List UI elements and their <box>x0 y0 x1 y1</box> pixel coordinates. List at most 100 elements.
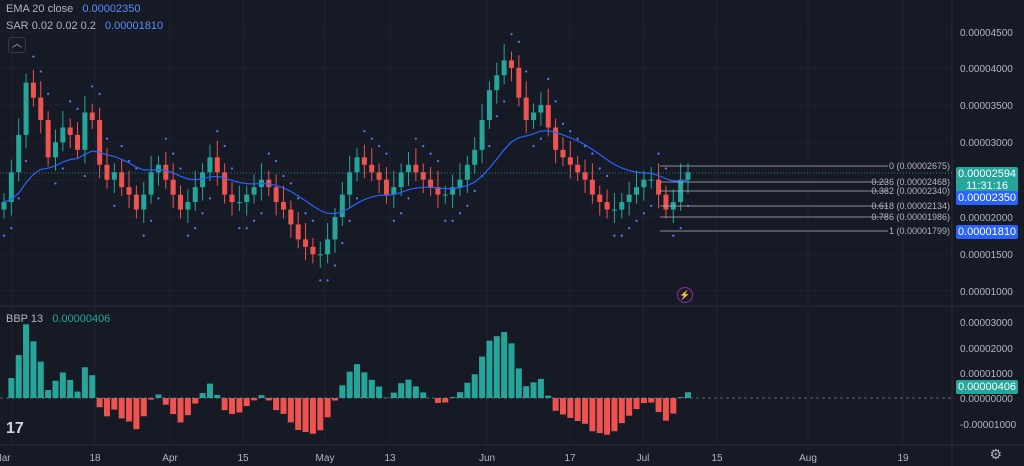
candle-body <box>104 164 110 180</box>
fib-level-label: 0 (0.00002675) <box>889 161 950 171</box>
ema-legend[interactable]: EMA 20 close 0.00002350 <box>6 3 140 15</box>
bbp-bar <box>662 398 669 421</box>
candle-body <box>23 82 29 135</box>
bbp-legend[interactable]: BBP 13 0.00000406 <box>6 313 110 325</box>
sar-dot <box>370 137 373 140</box>
sar-dot <box>83 174 87 178</box>
bbp-bar <box>530 382 537 398</box>
last-price-tag: 0.00002594 11:31:16 <box>956 167 1018 193</box>
price-tick-label: 0.00004000 <box>960 64 1013 75</box>
collapse-legend-button[interactable]: ︿ <box>8 37 26 53</box>
bbp-bar <box>45 389 52 398</box>
candle-body <box>597 194 603 203</box>
bbp-bar <box>545 395 552 398</box>
sar-dot <box>598 167 601 170</box>
sar-legend[interactable]: SAR 0.02 0.02 0.2 0.00001810 <box>6 20 163 32</box>
bbp-bar <box>368 379 375 398</box>
candle-body <box>192 187 198 203</box>
candle-body <box>685 172 691 180</box>
bbp-bar <box>170 398 177 415</box>
price-tick-label: 0.00003500 <box>960 101 1013 112</box>
time-axis-label: Aug <box>799 453 817 464</box>
candle-body <box>119 172 125 188</box>
sar-dot <box>444 219 447 222</box>
sar-dot <box>326 279 329 282</box>
bbp-bar <box>486 340 493 398</box>
sar-dot <box>672 234 675 237</box>
sar-dot <box>613 234 616 237</box>
candle-body <box>141 194 147 210</box>
candle-body <box>8 172 14 203</box>
last-price: 0.00002594 <box>957 168 1017 180</box>
ema-value: 0.00002350 <box>82 3 141 15</box>
candle-body <box>236 202 242 204</box>
bbp-bar <box>508 343 515 398</box>
candle-body <box>339 194 345 217</box>
bbp-tick-label: 0.00001000 <box>960 369 1013 380</box>
sar-dot <box>311 219 315 222</box>
bbp-bar <box>464 382 471 398</box>
sar-dot <box>113 204 116 207</box>
bbp-bar <box>59 372 66 398</box>
ema-name: EMA <box>6 3 30 15</box>
sar-dot <box>186 234 189 237</box>
candle-body <box>383 179 389 195</box>
candle-body <box>641 179 647 188</box>
sar-dot <box>532 145 535 148</box>
candle-body <box>325 239 331 255</box>
sar-dot <box>525 70 528 73</box>
candle-body <box>67 127 73 135</box>
sar-dot <box>289 182 292 185</box>
sar-dot <box>451 219 454 222</box>
bbp-bar <box>611 398 618 432</box>
tradingview-logo-icon[interactable]: 17 <box>6 420 24 437</box>
sar-dot <box>230 167 234 170</box>
bbp-bar <box>273 398 280 411</box>
candle-body <box>317 254 323 256</box>
bbp-bar <box>148 398 155 400</box>
bbp-bar <box>15 355 22 398</box>
bbp-bar <box>258 395 265 398</box>
candle-body <box>494 75 500 91</box>
sar-dot <box>517 40 520 43</box>
sar-dot <box>363 130 366 133</box>
candle-body <box>420 172 426 180</box>
candle-body <box>619 202 625 210</box>
bbp-bar <box>574 398 581 422</box>
bbp-bar <box>177 398 184 423</box>
sar-dot <box>245 227 248 230</box>
fib-level-label: 0.236 (0.00002468) <box>871 177 950 187</box>
bbp-bar <box>229 398 235 414</box>
bbp-bar <box>361 372 368 398</box>
candle-body <box>185 202 191 210</box>
candle-body <box>97 120 103 165</box>
candle-body <box>288 209 294 225</box>
bbp-bar <box>126 398 133 422</box>
sar-params: 0.02 0.02 0.2 <box>31 20 96 32</box>
bbp-bar <box>192 398 199 404</box>
sar-dot <box>216 130 219 133</box>
candle-body <box>634 187 640 195</box>
bbp-bar <box>449 397 456 398</box>
time-axis-label: May <box>316 453 335 464</box>
bbp-bar <box>339 385 346 398</box>
sar-dot <box>650 204 653 207</box>
candle-body <box>472 149 478 165</box>
bbp-bar <box>618 398 625 424</box>
gear-icon[interactable]: ⚙ <box>989 446 1002 462</box>
sar-dot <box>208 197 212 200</box>
sar-dot <box>385 152 388 155</box>
sar-dot <box>429 152 432 155</box>
candle-body <box>89 112 95 121</box>
bbp-bar <box>324 398 331 418</box>
candle-body <box>30 82 36 98</box>
sar-dot <box>105 137 109 140</box>
time-axis-label: Mar <box>0 453 11 464</box>
bbp-bar <box>74 391 81 398</box>
candle-body <box>170 179 176 195</box>
candle-body <box>280 202 286 210</box>
candle-body <box>553 127 559 150</box>
candle-body <box>207 157 213 173</box>
lightning-icon[interactable]: ⚡ <box>677 287 693 303</box>
